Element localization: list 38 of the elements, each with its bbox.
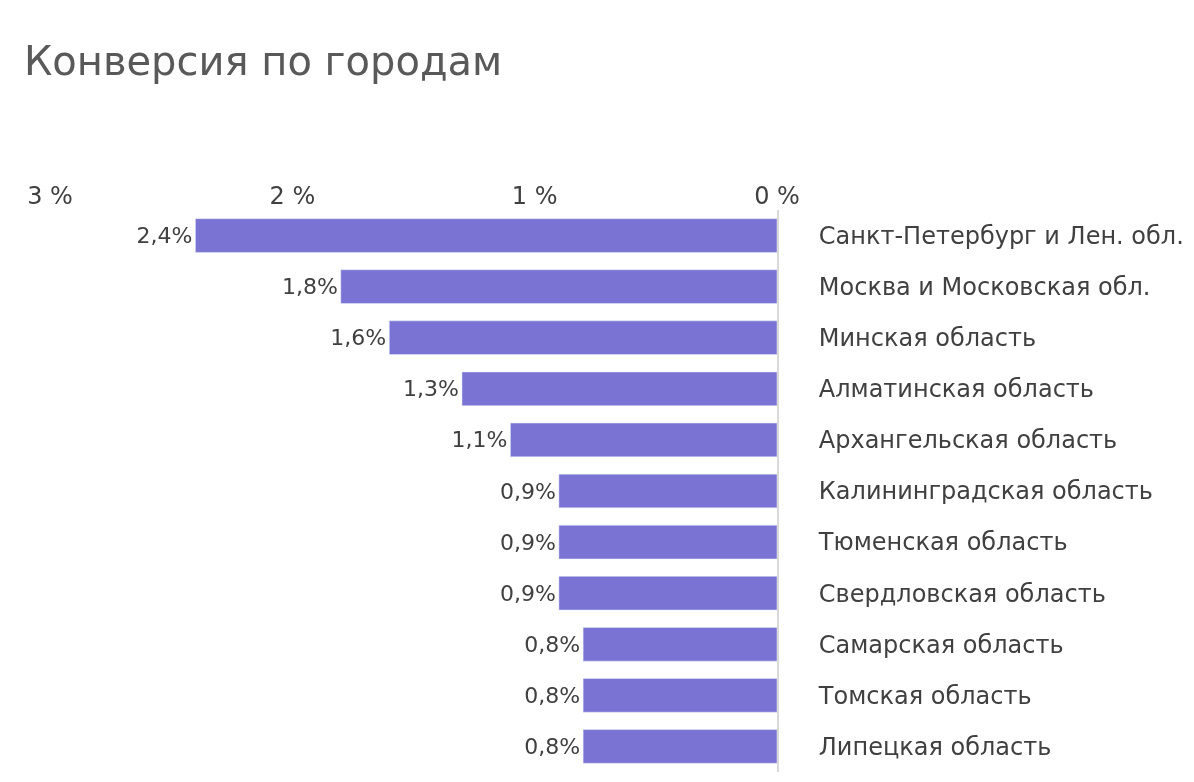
data-label: 1,8% [281, 274, 338, 300]
data-label: 1,3% [403, 376, 459, 402]
y-tick-label: Свердловская область [818, 579, 1106, 608]
y-tick-label: Липецкая область [818, 732, 1052, 761]
y-tick-label: Томская область [817, 681, 1032, 710]
chart-title: Конверсия по городам [23, 37, 503, 84]
data-label: 0,9% [499, 478, 556, 504]
y-tick-label: Архангельская область [818, 426, 1118, 455]
x-tick-label: 3 % [27, 182, 73, 211]
bar [558, 524, 777, 560]
y-tick-label: Санкт-Петербург и Лен. обл. [818, 221, 1184, 250]
x-tick-label: 1 % [511, 182, 558, 211]
y-tick-label: Минская область [818, 324, 1037, 353]
data-label: 0,8% [524, 733, 581, 759]
bar [389, 320, 777, 355]
data-label: 0,9% [499, 580, 556, 606]
bar [340, 269, 777, 304]
y-tick-label: Москва и Московская обл. [818, 273, 1151, 302]
y-tick-label: Калининградская область [818, 477, 1153, 506]
bar [558, 473, 777, 509]
bar [510, 422, 777, 458]
bar [558, 576, 777, 611]
data-label: 0,8% [524, 631, 581, 657]
data-label: 2,4% [136, 223, 193, 249]
data-label: 1,1% [451, 427, 508, 453]
bar [582, 729, 777, 764]
y-tick-label: Самарская область [818, 630, 1064, 659]
bar [582, 678, 777, 713]
data-label: 0,8% [524, 682, 581, 708]
data-label: 1,6% [330, 325, 387, 351]
bar [461, 371, 777, 406]
bar [582, 627, 777, 662]
data-label: 0,9% [499, 529, 556, 555]
y-tick-label: Алматинская область [818, 375, 1094, 404]
y-tick-label: Тюменская область [817, 528, 1068, 557]
x-tick-label: 2 % [269, 182, 316, 211]
bar [195, 218, 777, 253]
x-tick-label: 0 % [754, 182, 800, 211]
